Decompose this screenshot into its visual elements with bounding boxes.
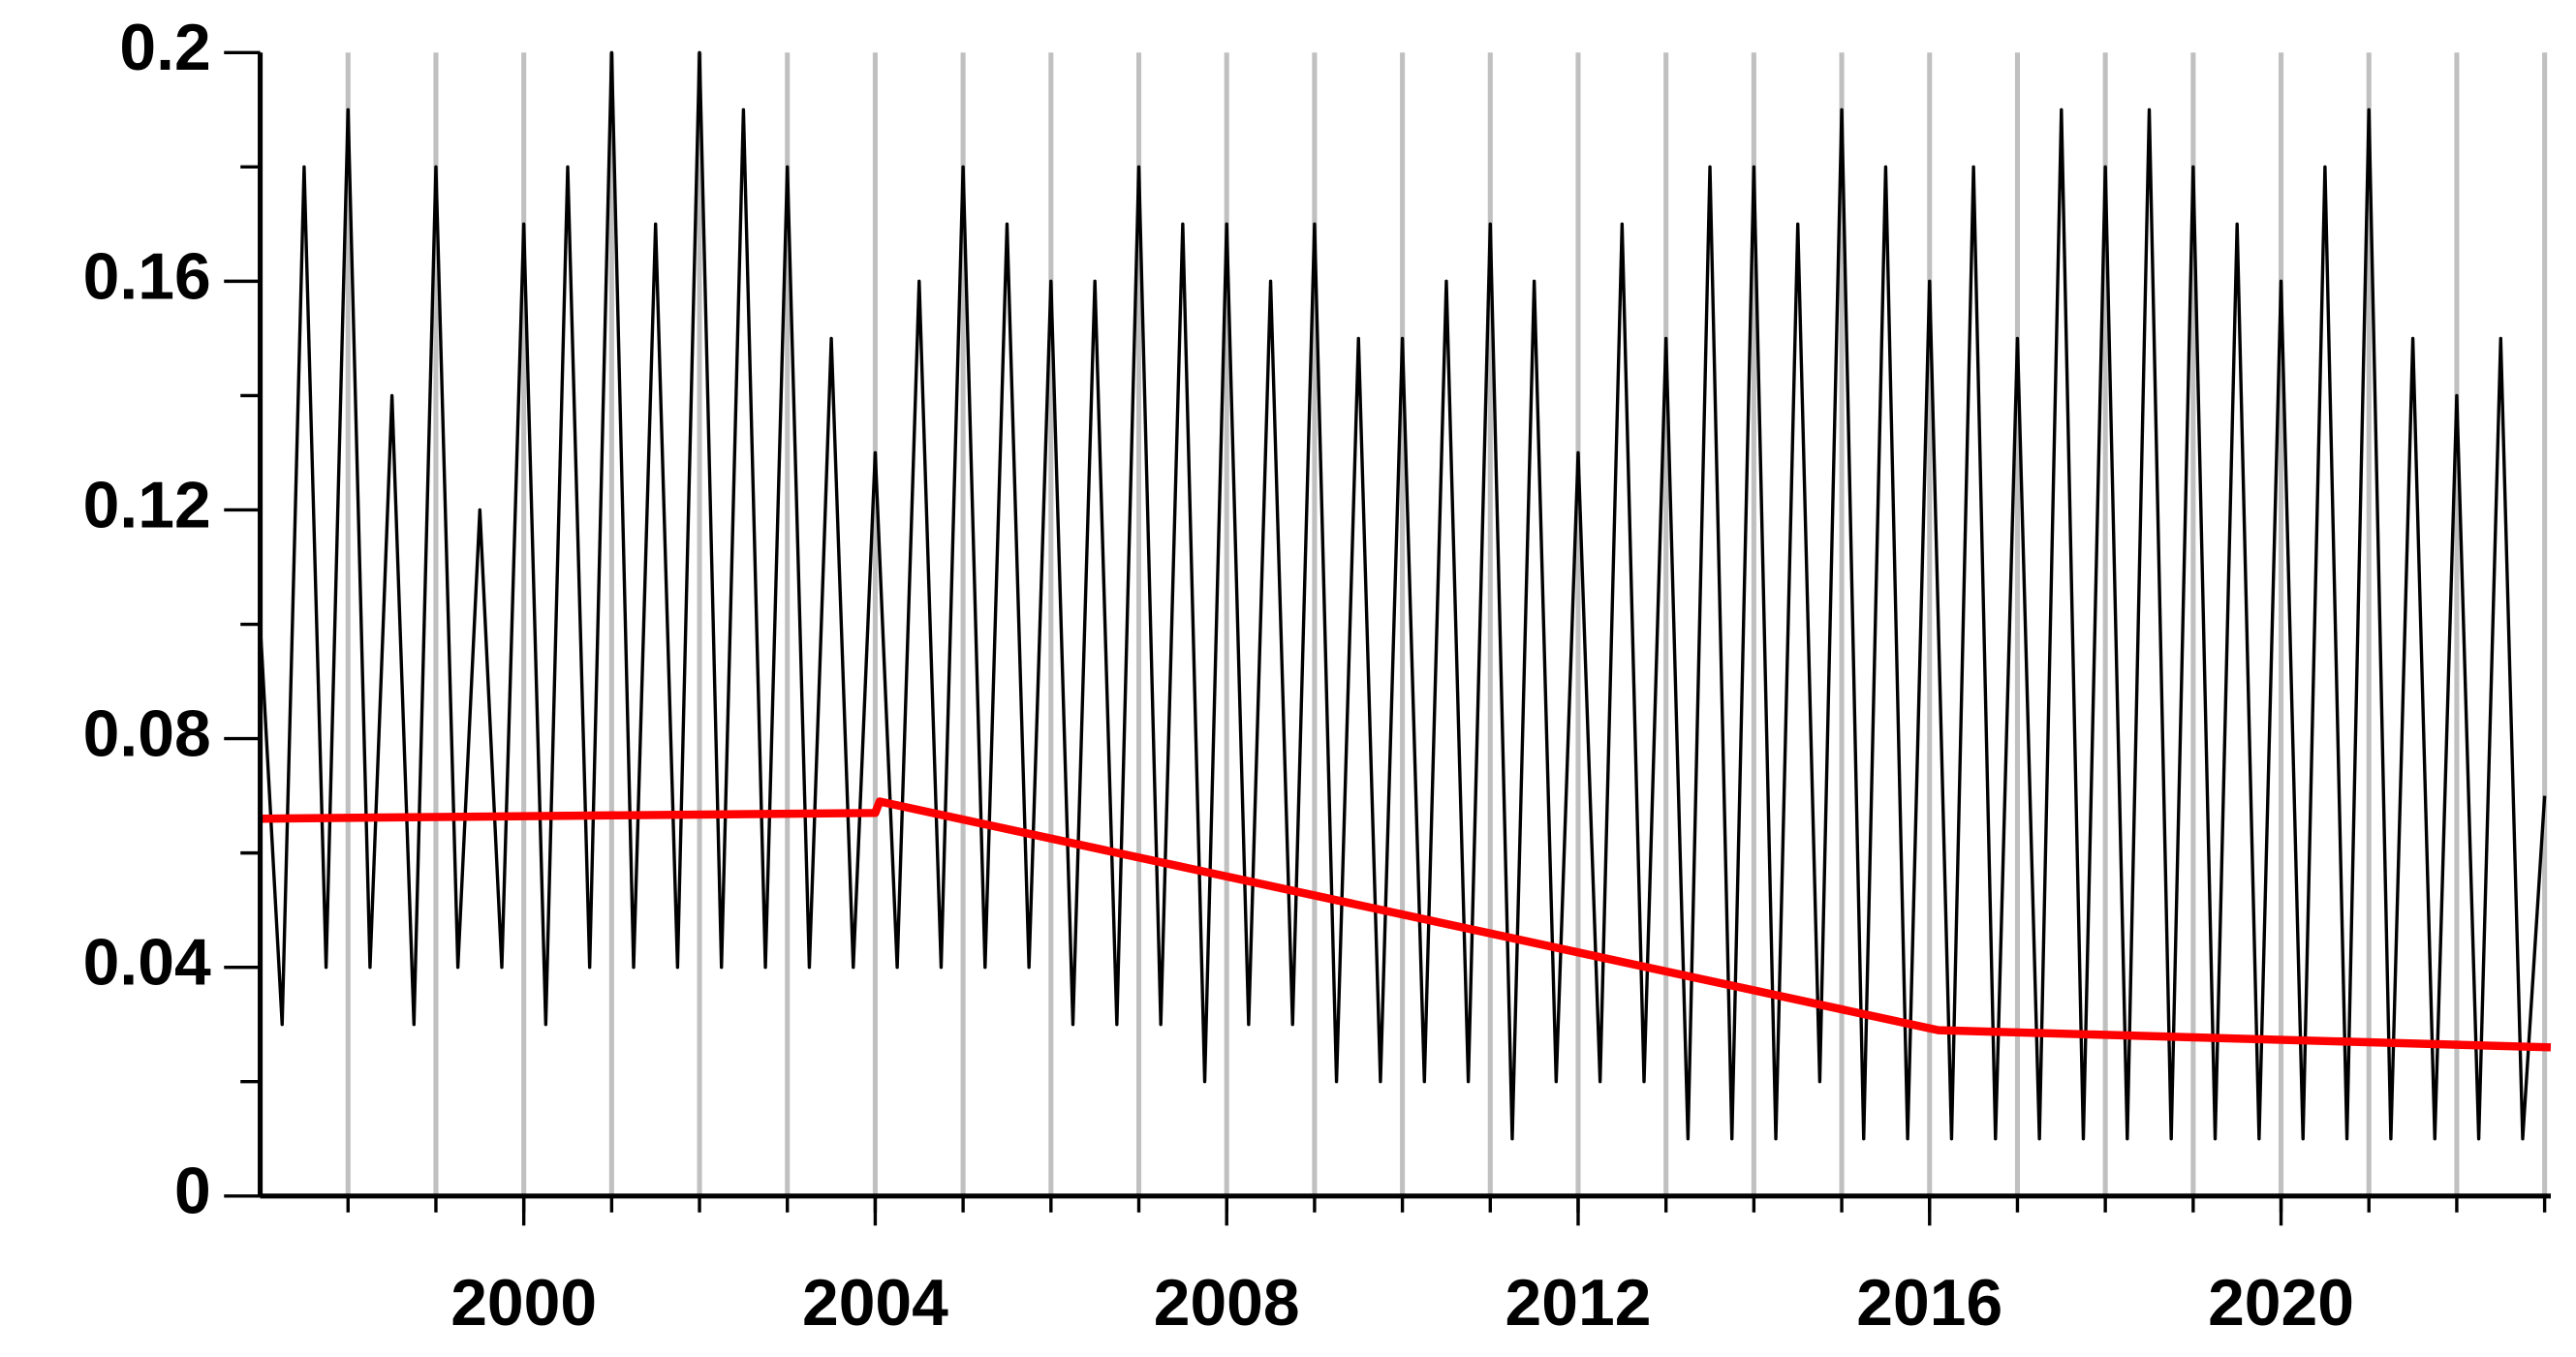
x-tick-label: 2004 (802, 1267, 948, 1340)
y-tick-label: 0.2 (119, 12, 210, 84)
y-tick-label: 0.04 (83, 927, 211, 1000)
y-tick-label: 0.08 (83, 698, 211, 771)
x-tick-label: 2000 (450, 1267, 597, 1340)
y-tick-label: 0 (174, 1156, 211, 1228)
x-tick-label: 2020 (2208, 1267, 2354, 1340)
x-tick-label: 2016 (1856, 1267, 2002, 1340)
y-tick-label: 0.12 (83, 469, 211, 541)
trend-line (260, 797, 2552, 1052)
data-line (258, 50, 2547, 1141)
y-tick-label: 0.16 (83, 240, 211, 313)
x-tick-label: 2012 (1505, 1267, 1652, 1340)
x-tick-label: 2008 (1154, 1267, 1300, 1340)
